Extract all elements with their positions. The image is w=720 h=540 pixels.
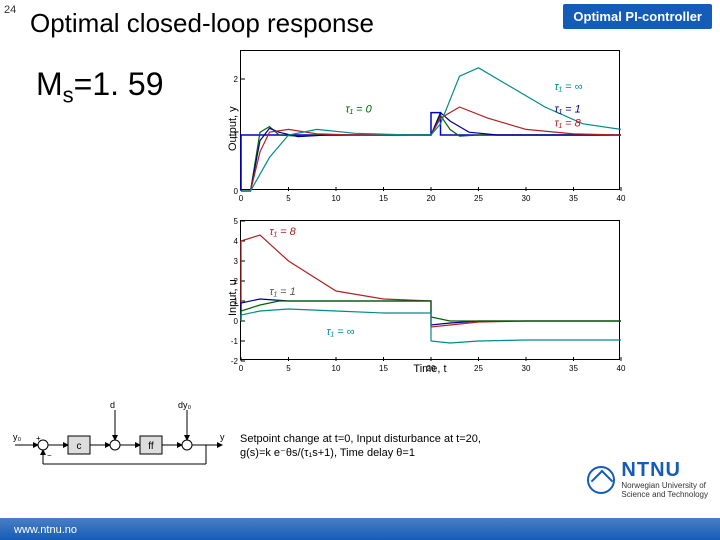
svg-text:4: 4 xyxy=(234,237,239,246)
svg-text:0: 0 xyxy=(234,317,239,326)
block-g: ff xyxy=(148,441,154,452)
ntnu-logo: NTNU Norwegian University of Science and… xyxy=(587,459,708,500)
svg-text:35: 35 xyxy=(569,364,578,373)
svg-text:2: 2 xyxy=(234,75,239,84)
caption: Setpoint change at t=0, Input disturbanc… xyxy=(240,432,540,461)
block-diagram-svg: c ff y₀ d dy₀ y + − xyxy=(10,400,230,470)
page-title: Optimal closed-loop response xyxy=(30,8,374,39)
svg-text:10: 10 xyxy=(332,364,341,373)
svg-text:0: 0 xyxy=(239,194,244,203)
output-chart: 0510152025303540012τ₁ = ∞τ₁ = 1τ₁ = 8τ₁ … xyxy=(240,50,620,190)
svg-text:5: 5 xyxy=(234,217,239,226)
svg-text:30: 30 xyxy=(522,194,531,203)
svg-text:20: 20 xyxy=(427,194,436,203)
svg-text:25: 25 xyxy=(474,194,483,203)
svg-text:30: 30 xyxy=(522,364,531,373)
ms-value: Ms=1. 59 xyxy=(36,66,164,108)
svg-text:−: − xyxy=(47,451,52,460)
svg-text:0: 0 xyxy=(239,364,244,373)
svg-text:5: 5 xyxy=(286,194,291,203)
svg-text:40: 40 xyxy=(617,194,626,203)
svg-text:τ₁ = ∞: τ₁ = ∞ xyxy=(327,326,355,338)
signal-dy0: dy₀ xyxy=(178,400,192,410)
ntnu-logo-icon xyxy=(587,466,615,494)
footer-url: www.ntnu.no xyxy=(14,524,77,536)
caption-line1: Setpoint change at t=0, Input disturbanc… xyxy=(240,433,481,445)
svg-text:-2: -2 xyxy=(231,357,239,366)
svg-text:τ₁ = 1: τ₁ = 1 xyxy=(270,286,296,298)
svg-text:τ₁ = 8: τ₁ = 8 xyxy=(270,226,297,238)
signal-d: d xyxy=(110,400,115,410)
chart2-ylabel: Input, u xyxy=(227,279,239,316)
svg-text:τ₁ = ∞: τ₁ = ∞ xyxy=(555,81,583,93)
svg-text:15: 15 xyxy=(379,194,388,203)
logo-sub2: Science and Technology xyxy=(621,491,708,500)
svg-text:τ₁ = 0: τ₁ = 0 xyxy=(346,104,373,116)
svg-text:25: 25 xyxy=(474,364,483,373)
svg-text:0: 0 xyxy=(234,187,239,196)
output-chart-svg: 0510152025303540012τ₁ = ∞τ₁ = 1τ₁ = 8τ₁ … xyxy=(241,51,621,191)
svg-text:5: 5 xyxy=(286,364,291,373)
page-number: 24 xyxy=(4,4,16,16)
chart1-ylabel: Output, y xyxy=(227,106,239,151)
svg-text:3: 3 xyxy=(234,257,239,266)
svg-text:15: 15 xyxy=(379,364,388,373)
svg-text:τ₁ = 8: τ₁ = 8 xyxy=(555,118,582,130)
input-chart: 0510152025303540-2-1012345τ₁ = 8τ₁ = 1τ₁… xyxy=(240,220,620,360)
input-chart-svg: 0510152025303540-2-1012345τ₁ = 8τ₁ = 1τ₁… xyxy=(241,221,621,361)
caption-line2: g(s)=k e⁻θs/(τ₁s+1), Time delay θ=1 xyxy=(240,447,415,459)
logo-text: NTNU xyxy=(621,459,708,482)
svg-text:τ₁ = 1: τ₁ = 1 xyxy=(555,104,581,116)
chart2-xlabel: Time, t xyxy=(413,363,446,375)
svg-text:40: 40 xyxy=(617,364,626,373)
svg-text:-1: -1 xyxy=(231,337,239,346)
section-pill: Optimal PI-controller xyxy=(563,4,712,29)
block-diagram: c ff y₀ d dy₀ y + − xyxy=(10,400,230,470)
signal-y0: y₀ xyxy=(13,432,22,442)
footer-bar xyxy=(0,518,720,540)
block-c: c xyxy=(77,441,82,452)
svg-text:+: + xyxy=(36,434,41,443)
svg-text:10: 10 xyxy=(332,194,341,203)
signal-y: y xyxy=(220,432,225,442)
svg-text:35: 35 xyxy=(569,194,578,203)
